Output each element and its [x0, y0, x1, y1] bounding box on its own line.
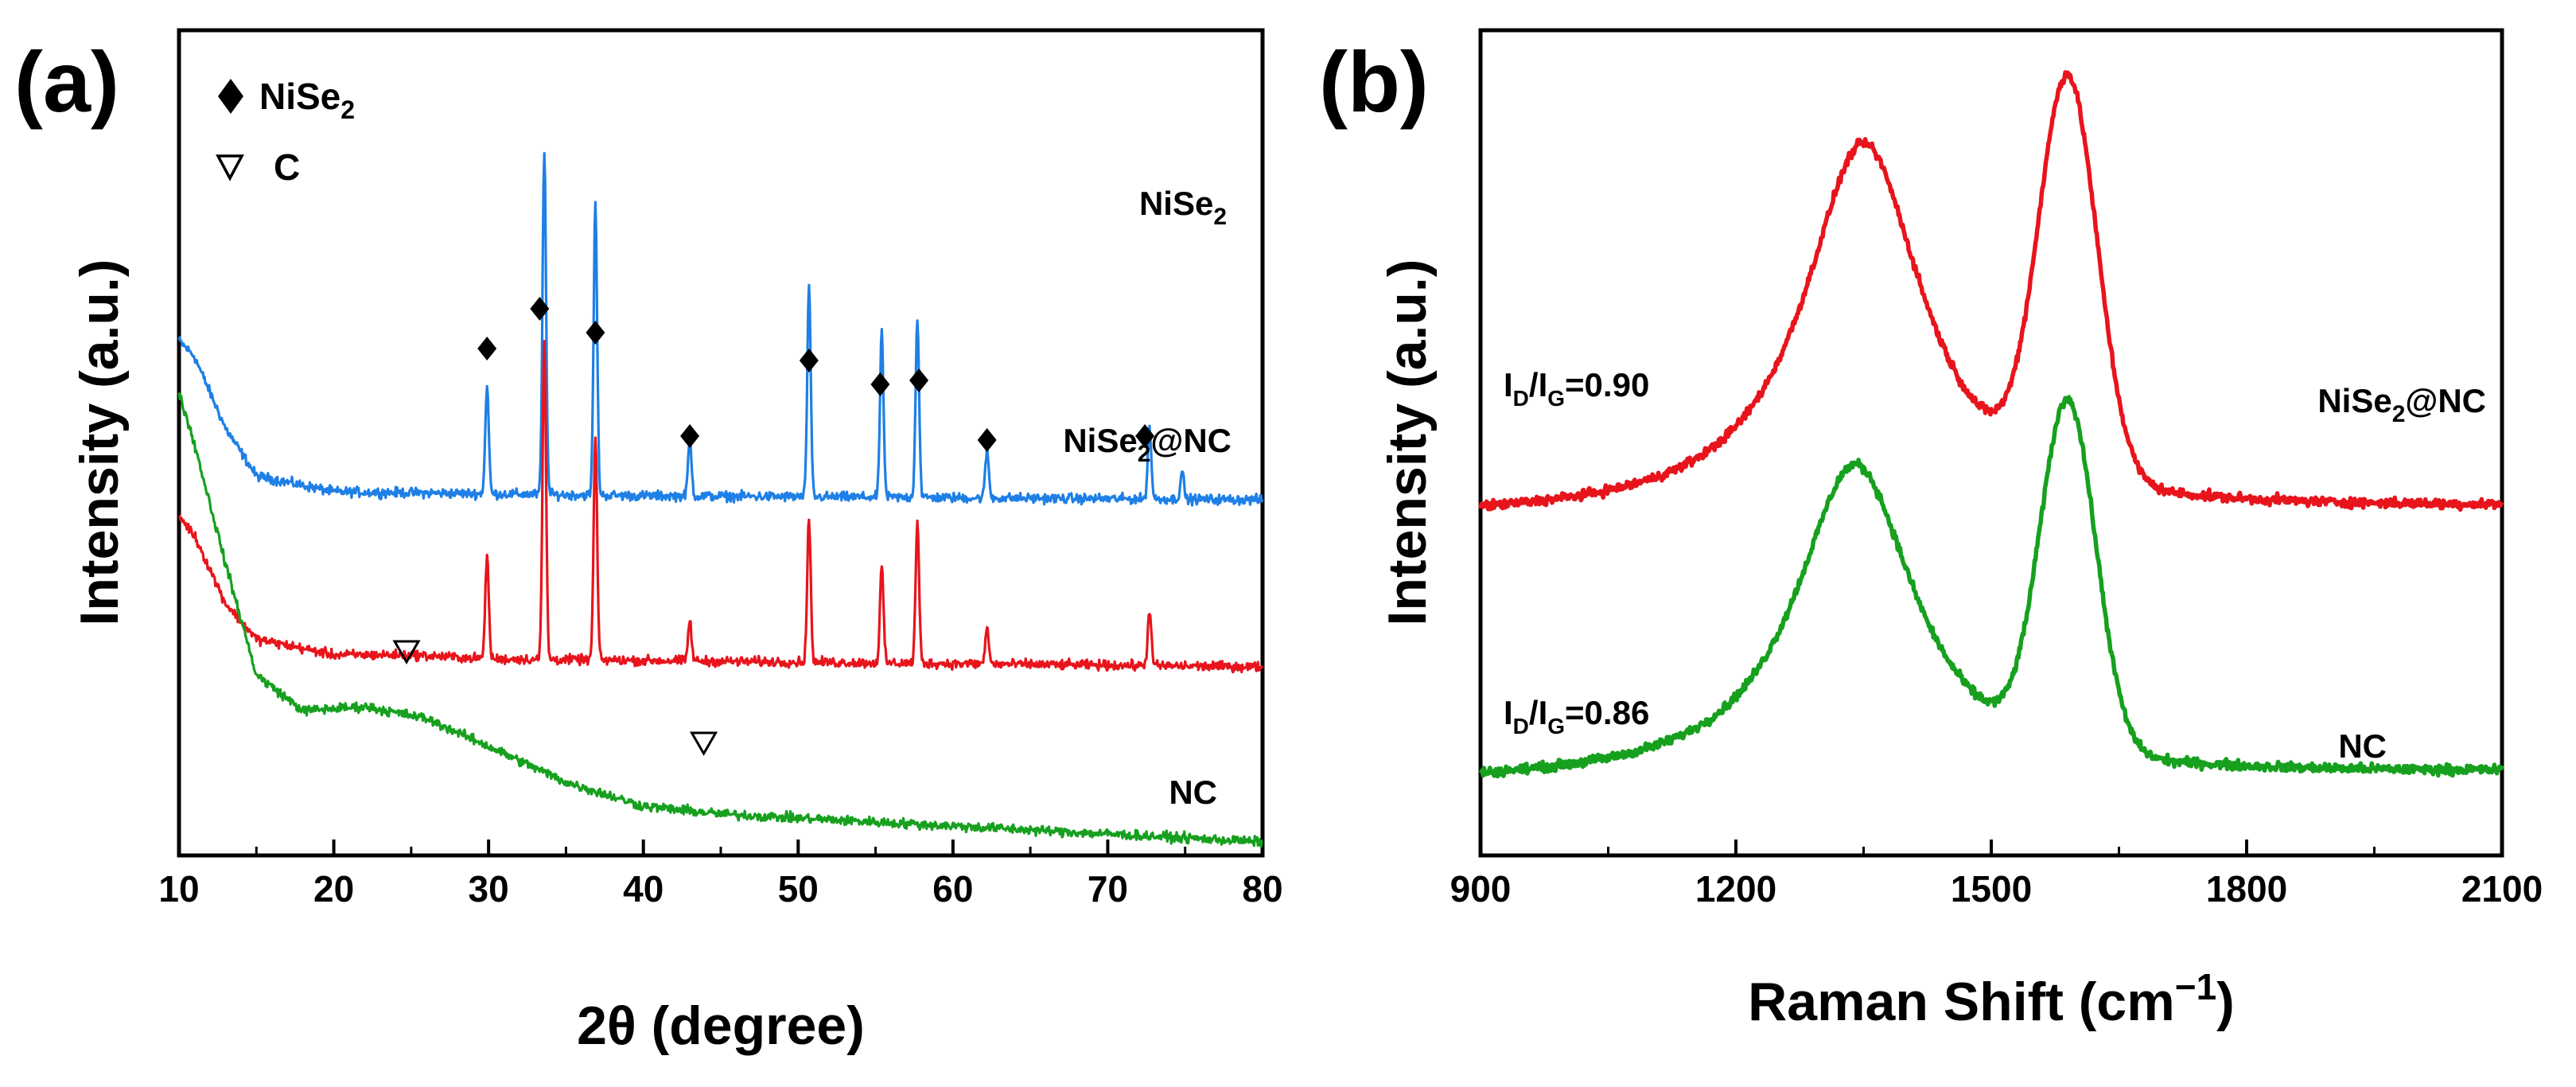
x-tick-label: 80	[1242, 868, 1282, 910]
series-label-nise2-nc: NiSe2@NC	[1063, 422, 1232, 467]
panel-b-label: (b)	[1319, 33, 1429, 130]
panel-a-y-axis-title: Intensity (a.u.)	[69, 259, 130, 626]
panel-a-x-axis: 10 20 30 40 50 60 70 80	[158, 840, 1283, 910]
panel-b-x-axis: 900 1200 1500 1800 2100	[1450, 840, 2543, 910]
carbon-peak-triangle-icon	[392, 640, 421, 665]
legend-triangle-icon	[216, 154, 244, 181]
panel-a-label: (a)	[14, 33, 119, 130]
x-tick-label: 900	[1450, 868, 1512, 910]
panel-a-curves	[177, 152, 1264, 848]
nise2-peak-diamond-icon	[586, 321, 605, 345]
x-tick-label: 40	[623, 868, 663, 910]
x-tick-label: 60	[932, 868, 973, 910]
legend-diamond-icon	[218, 79, 243, 114]
panel-a-x-axis-title: 2θ (degree)	[577, 995, 865, 1056]
raman-series-1	[1478, 395, 2504, 779]
panel-a-legend: NiSe2 C	[216, 76, 355, 188]
x-tick-label: 20	[313, 868, 354, 910]
raman-series-0	[1478, 70, 2504, 512]
panel-a-markers	[392, 297, 1155, 757]
id-ig-ratio-label: ID/IG=0.86	[1504, 694, 1649, 738]
nise2-peak-diamond-icon	[530, 297, 550, 321]
nise2-peak-diamond-icon	[477, 337, 497, 360]
nise2-peak-diamond-icon	[680, 424, 700, 448]
nise2-peak-diamond-icon	[909, 368, 929, 392]
panel-a-xrd-chart: (a) 10 20 30 40 50 60 70 80 NiSe2 NiSe2@NC NC NiS…	[14, 28, 1283, 1056]
legend-nise2-label: NiSe2	[259, 76, 355, 124]
panel-b-x-axis-title: Raman Shift (cm−1)	[1748, 966, 2235, 1032]
panel-a-series-labels: NiSe2 NiSe2@NC NC	[1063, 185, 1232, 811]
x-tick-label: 10	[158, 868, 199, 910]
series-label-nc: NC	[2338, 727, 2387, 765]
series-label-nise2-nc: NiSe2@NC	[2317, 382, 2486, 427]
id-ig-ratio-label: ID/IG=0.90	[1504, 366, 1649, 411]
panel-b-curves	[1478, 70, 2504, 779]
legend-c-label: C	[274, 146, 300, 188]
nise2-peak-diamond-icon	[870, 372, 890, 396]
x-tick-label: 2100	[2461, 868, 2543, 910]
x-tick-label: 50	[778, 868, 819, 910]
panel-b-y-axis-title: Intensity (a.u.)	[1377, 259, 1438, 626]
x-tick-label: 70	[1088, 868, 1128, 910]
x-tick-label: 1500	[1951, 868, 2032, 910]
nise2-peak-diamond-icon	[1135, 424, 1155, 448]
xrd-series-1	[178, 340, 1264, 674]
nise2-peak-diamond-icon	[977, 428, 997, 452]
panel-b-series-labels: NiSe2@NC NC ID/IG=0.90 ID/IG=0.86	[1504, 366, 2486, 765]
x-tick-label: 1200	[1695, 868, 1776, 910]
x-tick-label: 30	[469, 868, 509, 910]
xrd-series-2	[177, 392, 1263, 848]
panel-b-raman-chart: (b) 900 1200 1500 1800 2100 NiSe2@NC NC ID/IG=…	[1319, 28, 2543, 1032]
series-label-nise2: NiSe2	[1139, 185, 1227, 230]
x-tick-label: 1800	[2206, 868, 2287, 910]
nise2-peak-diamond-icon	[799, 349, 819, 372]
carbon-peak-triangle-icon	[689, 731, 718, 757]
xrd-series-0	[177, 152, 1264, 507]
series-label-nc: NC	[1169, 773, 1217, 811]
